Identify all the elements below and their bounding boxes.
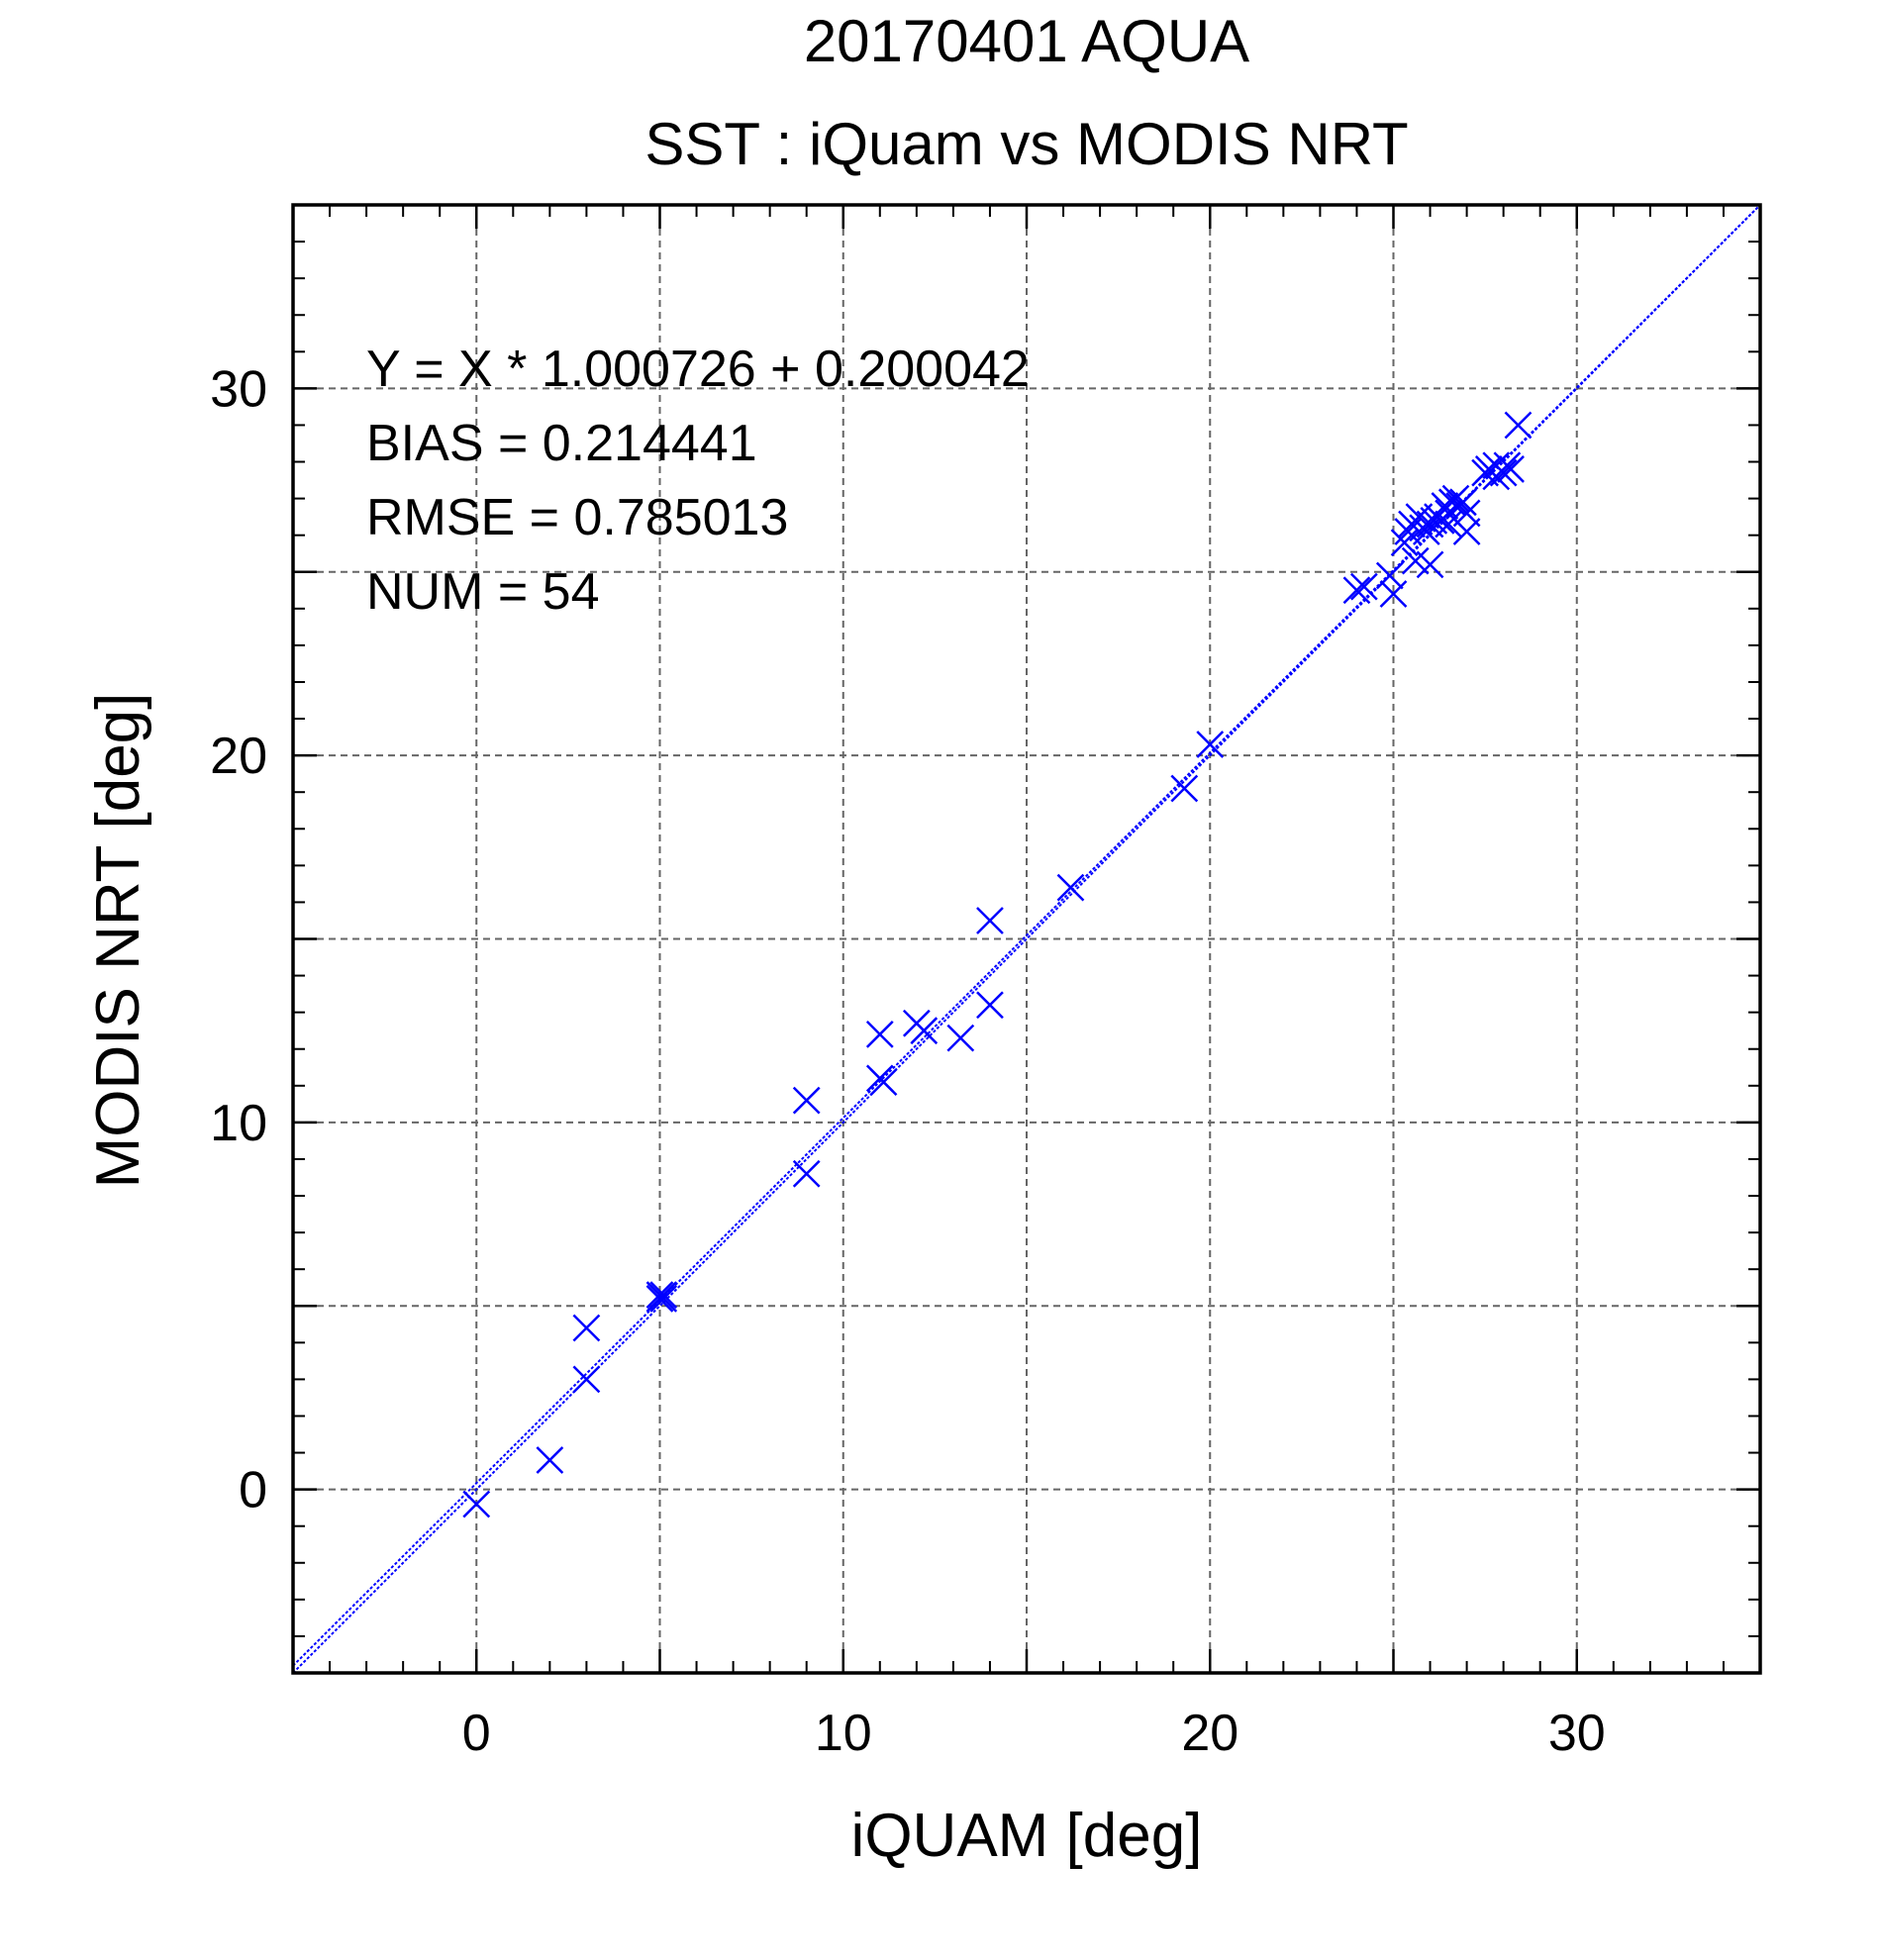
- y-tick-label: 10: [210, 1095, 267, 1152]
- data-point-x-marker: [645, 1284, 674, 1313]
- data-point-x-marker: [1497, 455, 1525, 483]
- chart-title: 20170401 AQUA: [804, 8, 1249, 74]
- data-point-x-marker: [462, 1490, 491, 1519]
- chart-subtitle: SST : iQuam vs MODIS NRT: [644, 111, 1408, 177]
- count-label: NUM = 54: [366, 563, 600, 621]
- data-point-x-marker: [572, 1314, 601, 1342]
- data-point-x-marker: [976, 991, 1004, 1020]
- data-point-x-marker: [792, 1159, 821, 1188]
- data-point-x-marker: [869, 1068, 898, 1096]
- regression-line: [292, 204, 1761, 1667]
- data-point-x-marker: [1449, 488, 1477, 517]
- data-point-x-marker: [1390, 529, 1419, 556]
- rmse-label: RMSE = 0.785013: [366, 489, 788, 546]
- data-point-x-marker: [946, 1024, 975, 1052]
- y-tick-label: 30: [210, 360, 267, 418]
- y-tick-label: 0: [239, 1462, 267, 1519]
- data-point-x-marker: [1349, 572, 1378, 601]
- x-tick-label: 20: [1181, 1705, 1238, 1762]
- x-axis-label: iQUAM [deg]: [851, 1802, 1203, 1870]
- data-point-x-marker: [1452, 499, 1481, 528]
- data-points: [462, 411, 1533, 1519]
- data-point-x-marker: [910, 1017, 939, 1045]
- data-point-x-marker: [1441, 484, 1470, 513]
- x-tick-label: 0: [462, 1705, 491, 1762]
- data-point-x-marker: [865, 1021, 894, 1048]
- data-point-x-marker: [1170, 774, 1199, 803]
- y-tick-label: 20: [210, 728, 267, 785]
- data-point-x-marker: [649, 1284, 678, 1313]
- x-tick-label: 10: [815, 1705, 872, 1762]
- data-point-x-marker: [1342, 576, 1371, 605]
- x-tick-label: 30: [1548, 1705, 1606, 1762]
- grid: [293, 205, 1760, 1673]
- fit-equation-label: Y = X * 1.000726 + 0.200042: [366, 341, 1030, 398]
- data-point-x-marker: [1375, 561, 1404, 590]
- stats-annotations: Y = X * 1.000726 + 0.200042 BIAS = 0.214…: [366, 341, 1030, 621]
- bias-label: BIAS = 0.214441: [366, 415, 757, 472]
- data-point-x-marker: [1416, 550, 1444, 579]
- axis-ticks: 0 10 20 30 0 10 20 30: [210, 205, 1760, 1762]
- minor-ticks: [293, 205, 1760, 1673]
- data-point-x-marker: [1056, 873, 1085, 902]
- data-point-x-marker: [976, 907, 1004, 934]
- fit-lines: [292, 204, 1761, 1674]
- data-point-x-marker: [1489, 458, 1518, 487]
- data-point-x-marker: [572, 1365, 601, 1394]
- y-axis-label: MODIS NRT [deg]: [84, 693, 152, 1189]
- data-point-x-marker: [1196, 731, 1225, 758]
- data-point-x-marker: [536, 1446, 564, 1474]
- data-point-x-marker: [792, 1086, 821, 1115]
- data-point-x-marker: [1504, 411, 1533, 440]
- data-point-x-marker: [1379, 580, 1408, 608]
